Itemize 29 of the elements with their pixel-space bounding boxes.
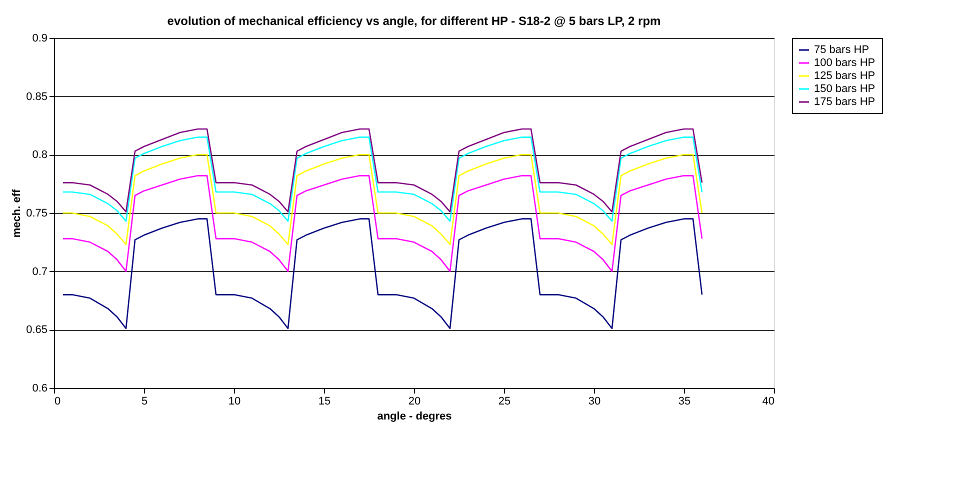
x-tick-label: 0 xyxy=(54,396,61,408)
x-tick-label: 20 xyxy=(408,396,421,408)
y-tick-label: 0.6 xyxy=(32,382,48,394)
x-tick-label: 25 xyxy=(498,396,511,408)
legend-label: 150 bars HP xyxy=(814,83,876,95)
line-series xyxy=(62,136,703,222)
y-tick-label: 0.9 xyxy=(32,32,48,44)
x-tick-label: 30 xyxy=(588,396,601,408)
line-series xyxy=(62,128,703,212)
x-axis-title: angle - degres xyxy=(377,410,452,422)
line-series xyxy=(62,154,703,246)
line-series xyxy=(62,218,703,330)
x-tick-label: 35 xyxy=(678,396,691,408)
x-tick-label: 5 xyxy=(141,396,148,408)
legend-label: 75 bars HP xyxy=(814,44,870,56)
y-tick-label: 0.85 xyxy=(26,90,48,103)
legend-label: 175 bars HP xyxy=(814,96,876,108)
x-tick-label: 10 xyxy=(228,396,241,408)
y-tick-label: 0.7 xyxy=(32,266,48,278)
y-tick-label: 0.65 xyxy=(26,324,48,336)
chart-title: evolution of mechanical efficiency vs angle, for different HP - S18-2 @ 5 bars LP, 2 rpm xyxy=(167,14,661,28)
legend-label: 125 bars HP xyxy=(814,70,876,82)
x-tick-label: 40 xyxy=(762,396,774,408)
line-series xyxy=(62,175,703,272)
y-axis-title: mech. eff xyxy=(11,189,24,238)
y-tick-label: 0.75 xyxy=(26,208,48,220)
y-tick-label: 0.8 xyxy=(32,149,48,162)
x-tick-label: 15 xyxy=(318,396,331,408)
legend-label: 100 bars HP xyxy=(814,57,876,69)
